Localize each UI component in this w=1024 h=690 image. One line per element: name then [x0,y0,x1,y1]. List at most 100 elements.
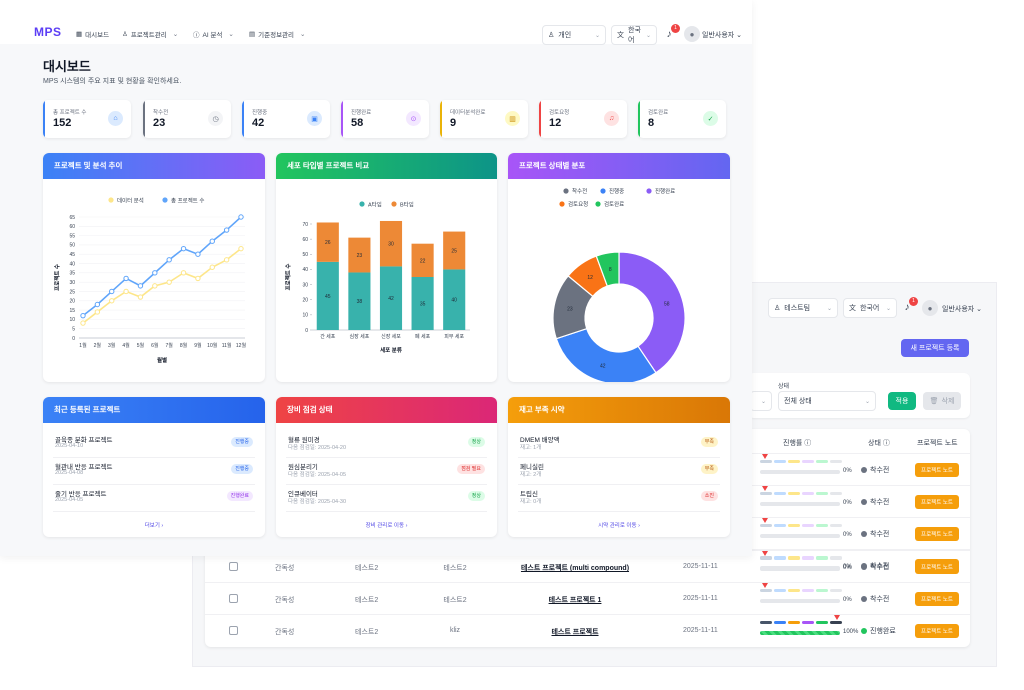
language-select[interactable]: 文 한국어 ⌄ [843,298,897,318]
list-item[interactable]: 혈관내 반응 프로젝트 2025-04-08 진행중 [53,458,255,485]
cell-manager: 간독성 [275,629,295,636]
progress-bar [760,567,840,571]
stage-segment [816,589,828,592]
bar-segment [316,222,339,262]
stock-title: 재고 부족 시약 [508,397,730,423]
clock-icon: ◷ [208,111,223,126]
list-item-meta: 2025-04-05 [55,497,84,503]
person-icon: ♙ [122,31,128,38]
filter-select-left[interactable]: ⌄ [750,391,772,411]
list-item[interactable]: 혈류 원미경 다음 점검일: 2025-04-20 정상 [286,431,487,458]
list-item[interactable]: 줄기 반응 프로젝트 2025-04-05 진행완료 [53,485,255,512]
stage-marker-icon [834,615,840,620]
project-note-button[interactable]: 프로젝트 노트 [915,624,959,638]
top-navbar: MPS ▦ 대시보드 ♙ 프로젝트관리 ⌄ ⓘ AI 분석 ⌄ ▤ 기준정보관리 ⌄ ♙ 개인 ⌄ … [0,0,752,45]
row-checkbox[interactable] [229,626,238,635]
col-status-label: 상태 [868,440,881,447]
stat-card[interactable]: 착수전 23 ◷ [143,100,231,138]
team-select[interactable]: ♙ 테스트팀 ⌄ [768,298,838,318]
project-note-button[interactable]: 프로젝트 노트 [915,560,959,574]
bar-value-label: 23 [357,253,363,259]
cell-date: 2025-11-11 [683,595,718,602]
language-select[interactable]: 文 한국어 ⌄ [611,25,657,45]
stat-label: 검토완료 [648,110,669,116]
stat-card[interactable]: 데이터분석완료 9 ▥ [440,100,528,138]
stat-card[interactable]: 진행중 42 ▣ [242,100,330,138]
stat-card[interactable]: 검토요청 12 ♫ [539,100,627,138]
bar-value-label: 38 [357,299,363,305]
list-item[interactable]: DMEM 배양액 재고: 1개 부족 [518,431,720,458]
list-item[interactable]: 원심분리기 다음 점검일: 2025-04-05 점검 필요 [286,458,487,485]
status-badge: 진행중 [231,464,253,474]
delete-button[interactable]: 🗑 삭제 [923,392,961,410]
stat-card[interactable]: 진행완료 58 ⊙ [341,100,429,138]
list-item[interactable]: 골육종 분화 프로젝트 2025-04-10 진행중 [53,431,255,458]
list-item-title: 원심분리기 [288,464,318,471]
stat-card[interactable]: 검토완료 8 ✓ [638,100,726,138]
table-row[interactable]: 간독성 테스트2 kliz 테스트 프로젝트 2025-11-11 100% 진행완료 프로젝… [205,614,970,646]
data-point [180,245,187,252]
status-label: 착수전 [870,564,890,571]
legend-swatch [559,201,565,207]
stage-segment [802,460,814,463]
stat-value: 152 [53,117,72,129]
project-note-button[interactable]: 프로젝트 노트 [915,527,959,541]
data-point [238,245,244,252]
project-title-link[interactable]: 테스트 프로젝트 [551,629,599,636]
list-item-meta: 2025-04-08 [55,470,84,476]
list-item[interactable]: 페니실린 재고: 2개 부족 [518,458,720,485]
equipment-link[interactable]: 장비 관리로 이동 › [365,523,408,529]
project-note-button[interactable]: 프로젝트 노트 [915,463,959,477]
workspace-select-value: 개인 [558,32,572,39]
status-badge: 진행중 [231,437,253,447]
y-tick-label: 40 [302,267,308,273]
stage-marker-icon [762,551,768,556]
user-menu[interactable]: 일반사용자 ⌄ [702,30,742,40]
stage-marker-icon [762,518,768,523]
project-title-link[interactable]: 테스트 프로젝트 1 [548,597,602,604]
list-item[interactable]: 인큐베이터 다음 점검일: 2025-04-30 정상 [286,485,487,512]
legend-label: 검토요청 [568,201,588,208]
workspace-select[interactable]: ♙ 개인 ⌄ [542,25,606,45]
project-note-button[interactable]: 프로젝트 노트 [915,592,959,606]
x-tick-label: 9월 [194,342,202,349]
chevron-down-icon: ⌄ [885,305,891,312]
stock-panel: 재고 부족 시약 DMEM 배양액 재고: 1개 부족 페니실린 재고: 2개 부족 트립신… [508,397,730,537]
nav-item-label: 대시보드 [85,32,110,39]
nav-item-2[interactable]: ⓘ AI 분석 ⌄ [193,29,234,39]
status-filter-select[interactable]: 전체 상태 ⌄ [778,391,876,411]
list-item[interactable]: 트립신 재고: 0개 소진 [518,485,720,512]
new-project-button[interactable]: 새 프로젝트 등록 [901,339,969,357]
legend-label: A타입 [368,201,382,209]
project-note-button[interactable]: 프로젝트 노트 [915,495,959,509]
user-menu[interactable]: 일반사용자 ⌄ [942,304,982,314]
data-point [152,270,158,276]
more-link[interactable]: 더보기 › [144,523,164,529]
table-row[interactable]: 간독성 테스트2 테스트2 테스트 프로젝트 1 2025-11-11 0% 착수전 프로젝트… [205,582,970,614]
project-title-link[interactable]: 테스트 프로젝트 (multi compound) [520,565,630,572]
page-title: 대시보드 [43,59,91,74]
cell-date: 2025-11-11 [683,627,718,634]
nav-item-3[interactable]: ▤ 기준정보관리 ⌄ [249,29,306,39]
row-checkbox[interactable] [229,562,238,571]
y-tick-label: 55 [69,233,75,239]
bell-icon[interactable]: ♪ 1 [663,24,680,42]
progress-percent: 0% [843,597,852,603]
apply-button[interactable]: 적용 [888,392,916,410]
stage-segment [788,621,800,624]
donut-slice [555,327,657,382]
nav-item-1[interactable]: ♙ 프로젝트관리 ⌄ [122,29,178,39]
dashboard-window: MPS ▦ 대시보드 ♙ 프로젝트관리 ⌄ ⓘ AI 분석 ⌄ ▤ 기준정보관리 ⌄ ♙ 개인 ⌄ … [0,0,752,537]
avatar[interactable]: ● [684,26,700,42]
nav-item-0[interactable]: ▦ 대시보드 [76,29,109,39]
stat-label: 데이터분석완료 [450,110,486,116]
team-icon: ♙ [774,305,781,312]
app-logo[interactable]: MPS [34,25,62,39]
bell-icon[interactable]: ♪ 1 [901,297,918,315]
row-checkbox[interactable] [229,594,238,603]
stock-link[interactable]: 시약 관리로 이동 › [598,523,640,529]
avatar[interactable]: ● [922,300,938,316]
stat-card[interactable]: 총 프로젝트 수 152 ⌂ [43,100,131,138]
progress-bar [760,470,840,474]
progress-bar [760,502,840,506]
